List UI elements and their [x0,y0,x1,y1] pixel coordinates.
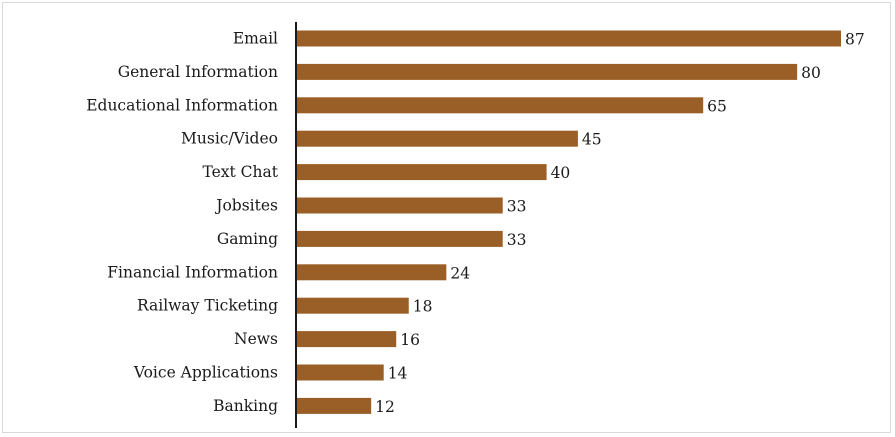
value-label: 14 [388,365,408,383]
category-label: Email [233,30,278,48]
bar-railway-ticketing [297,297,409,314]
category-label: Banking [213,397,278,415]
category-label: Music/Video [181,130,278,148]
bar-text-chat [297,164,547,181]
category-label: News [234,330,278,348]
value-label: 80 [801,64,821,82]
bar-jobsites [297,197,503,214]
value-label: 16 [400,331,420,349]
bar-financial-information [297,264,447,281]
bar-music-video [297,130,578,147]
category-label: Voice Applications [133,364,278,382]
category-labels: Email General Information Educational Info… [86,30,279,415]
value-label: 45 [582,131,602,149]
value-label: 40 [551,164,571,182]
category-label: Railway Ticketing [137,297,278,315]
value-labels: 87 80 65 45 40 33 33 24 18 16 14 12 [375,31,865,416]
bars-layer [297,30,841,414]
value-label: 87 [845,31,865,49]
value-label: 18 [413,298,433,316]
bar-gaming [297,230,503,247]
bar-banking [297,397,372,414]
bar-general-information [297,63,798,80]
value-label: 33 [507,198,527,216]
bar-educational-information [297,97,704,114]
category-label: General Information [118,63,278,81]
value-label: 33 [507,231,527,249]
value-label: 65 [707,97,727,115]
category-label: Text Chat [202,163,278,181]
bar-email [297,30,841,47]
category-label: Jobsites [214,197,278,215]
category-label: Financial Information [107,263,278,281]
value-label: 24 [450,264,470,282]
value-label: 12 [375,398,395,416]
bar-voice-applications [297,364,384,381]
bar-news [297,331,397,348]
category-label: Gaming [217,230,278,248]
category-label: Educational Information [86,96,278,114]
